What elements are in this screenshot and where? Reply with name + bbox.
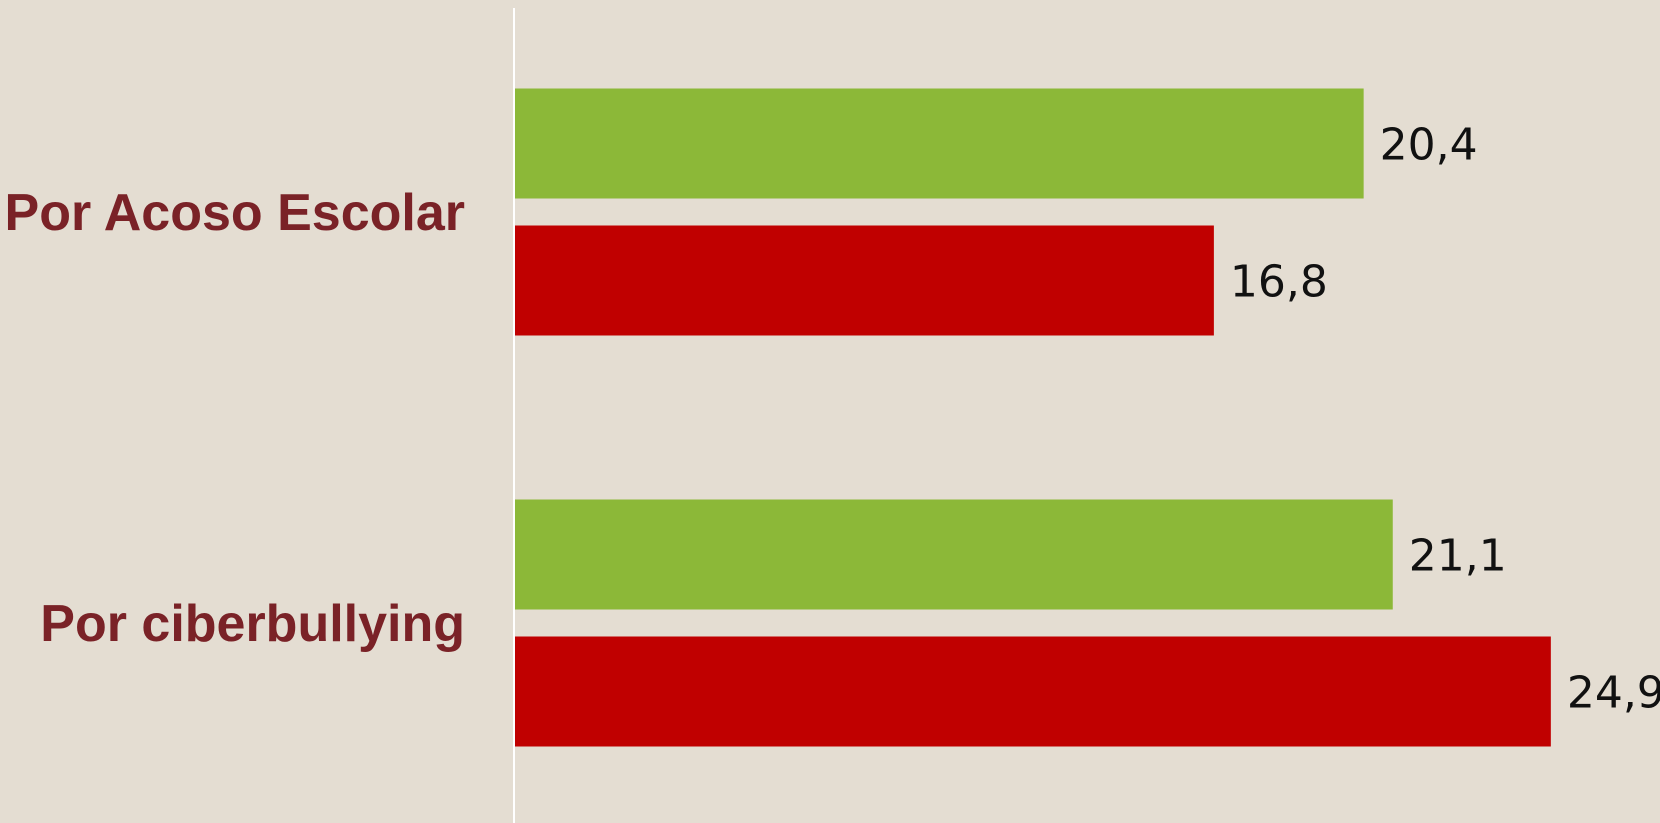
- data-label: 20,4: [1380, 120, 1478, 171]
- bar: [515, 225, 1214, 336]
- category-label: Por ciberbullying: [40, 595, 465, 653]
- bar: [515, 499, 1393, 610]
- bar: [515, 88, 1364, 199]
- data-label: 24,9: [1567, 668, 1660, 719]
- data-label: 21,1: [1409, 531, 1507, 582]
- data-label: 16,8: [1230, 257, 1328, 308]
- category-label: Por Acoso Escolar: [5, 184, 465, 242]
- bar: [515, 636, 1551, 747]
